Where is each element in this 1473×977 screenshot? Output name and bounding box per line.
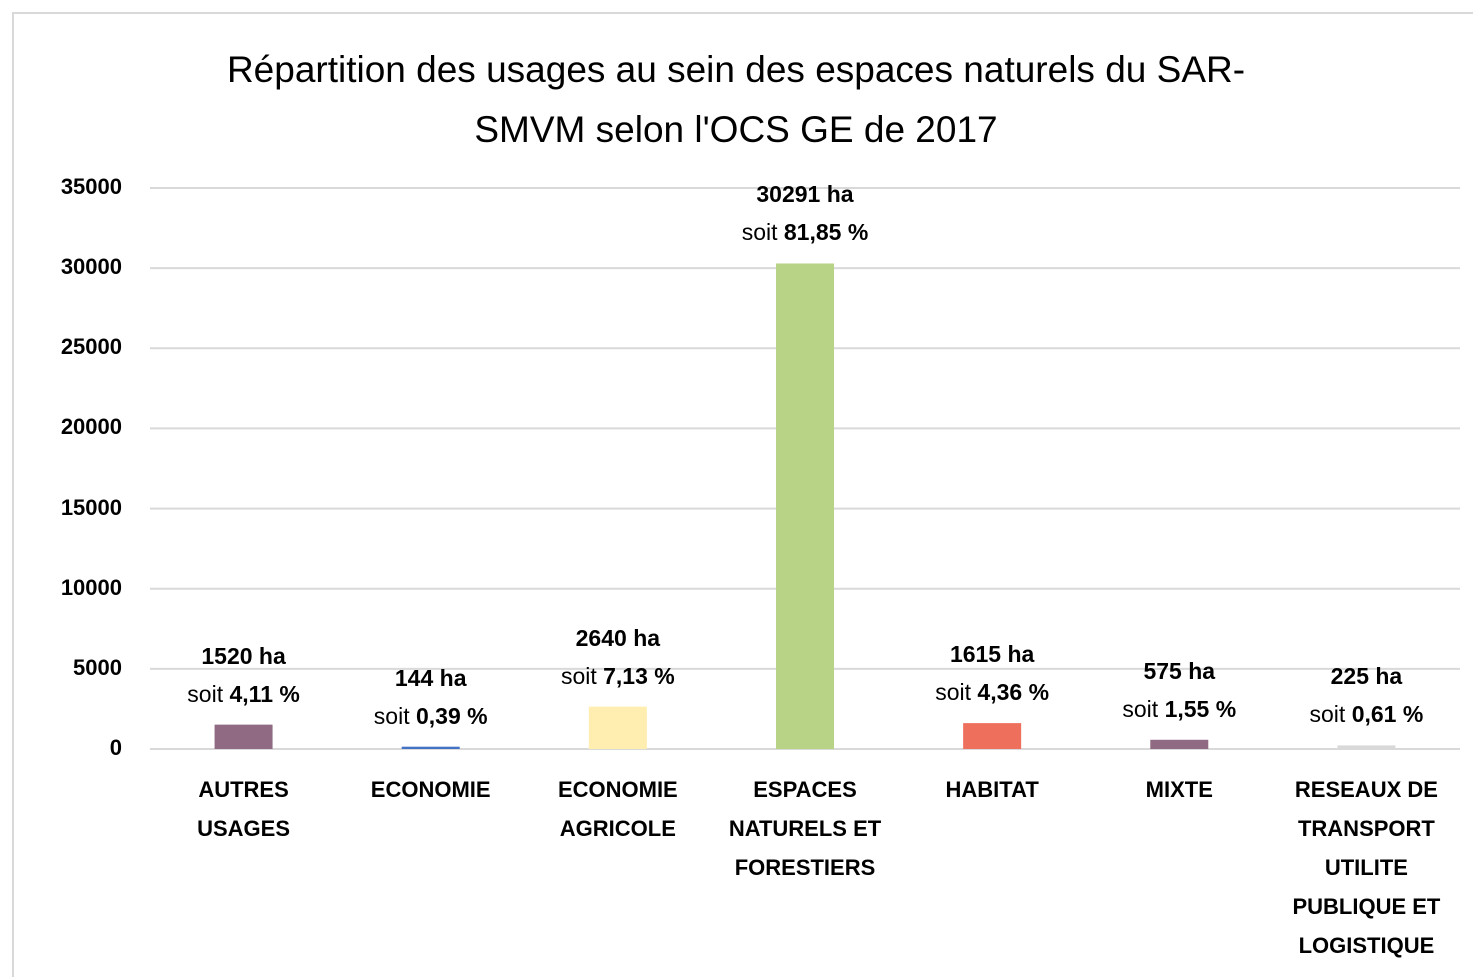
y-tick-label: 25000	[60, 334, 122, 360]
y-tick-label: 10000	[60, 574, 122, 600]
chart-frame	[12, 12, 1473, 977]
x-tick-label: ECONOMIE	[370, 777, 491, 802]
bar	[401, 746, 460, 749]
share-value: 0,61 %	[1351, 701, 1424, 728]
x-tick-label: RESEAUX DE TRANSPORT UTILITE PUBLIQUE ET…	[1292, 777, 1441, 958]
value-label: 1520 ha	[201, 642, 286, 669]
bar	[1150, 739, 1209, 749]
share-label: soit 4,11 %	[144, 675, 344, 713]
value-label: 30291 ha	[756, 181, 854, 208]
share-label: soit 1,55 %	[1079, 690, 1279, 728]
bar	[1337, 745, 1396, 749]
x-tick-label: MIXTE	[1145, 777, 1213, 802]
y-tick-label: 30000	[60, 254, 122, 280]
share-prefix: soit	[373, 702, 410, 729]
share-prefix: soit	[187, 680, 224, 707]
x-tick-label: HABITAT	[945, 777, 1039, 802]
y-tick-label: 15000	[60, 494, 122, 520]
y-tick-label: 5000	[73, 654, 122, 680]
value-label: 575 ha	[1143, 657, 1216, 684]
y-tick-label: 20000	[60, 414, 122, 440]
x-tick-label: ESPACES NATURELS ET FORESTIERS	[728, 777, 882, 880]
share-value: 7,13 %	[603, 662, 675, 689]
share-prefix: soit	[935, 679, 972, 706]
y-tick-label: 35000	[60, 174, 122, 199]
value-label: 225 ha	[1330, 663, 1403, 690]
bar	[588, 706, 647, 749]
bar	[963, 723, 1022, 749]
share-label: soit 0,39 %	[331, 697, 531, 735]
share-label: soit 81,85 %	[705, 213, 905, 251]
bar	[214, 724, 273, 749]
value-label: 2640 ha	[575, 624, 661, 651]
share-label: soit 4,36 %	[892, 673, 1092, 711]
chart-title: Répartition des usages au sein des espac…	[226, 49, 1246, 150]
x-tick-label: ECONOMIE AGRICOLE	[557, 777, 678, 841]
share-value: 81,85 %	[783, 219, 869, 246]
share-value: 4,36 %	[977, 679, 1050, 706]
x-tick-label: AUTRES USAGES	[197, 777, 291, 841]
share-value: 1,55 %	[1164, 695, 1237, 722]
bar	[776, 263, 834, 749]
y-tick-label: 0	[109, 735, 122, 760]
share-label: soit 0,61 %	[1266, 695, 1466, 733]
value-label: 144 ha	[394, 664, 467, 691]
share-prefix: soit	[560, 662, 597, 689]
share-prefix: soit	[1309, 701, 1346, 728]
share-prefix: soit	[741, 219, 778, 246]
value-label: 1615 ha	[949, 641, 1035, 668]
share-value: 4,11 %	[229, 680, 300, 707]
share-value: 0,39 %	[415, 702, 488, 729]
share-label: soit 7,13 %	[518, 657, 718, 695]
share-prefix: soit	[1122, 695, 1159, 722]
